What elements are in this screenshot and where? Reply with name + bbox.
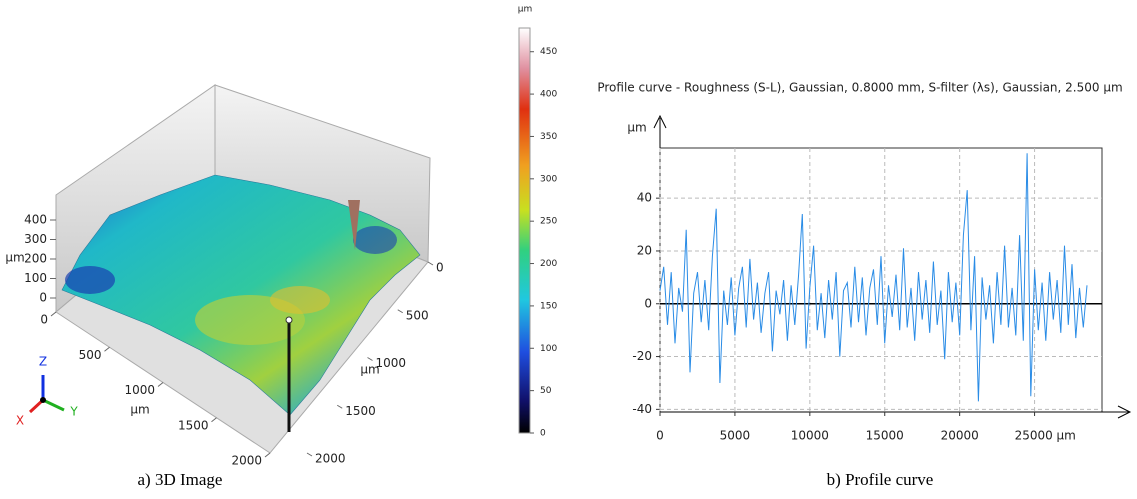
colorbar-tick-label: 200 [540,259,557,269]
x-tick-label: 5000 [720,429,751,443]
surface-plot [28,27,531,454]
caption: b) Profile curve [827,470,934,489]
x-tick-label: 2000 [231,454,262,468]
colorbar-tick-label: 50 [540,386,552,396]
chart-title: Profile curve - Roughness (S-L), Gaussia… [597,81,1122,95]
x-tick-label: 0 [656,429,664,443]
surface [61,174,421,416]
x-tick-label: 25000 µm [1015,429,1076,443]
y-tick-label: 0 [644,296,652,310]
x-tick-label: 15000 [866,429,904,443]
y-tick-label: 1000 [376,356,407,370]
x-tick-label: 1500 [178,418,209,432]
caption: a) 3D Image [138,470,223,489]
x-tick [211,417,217,423]
x-axis-label: µm [130,403,149,417]
triad-label: Z [39,355,47,369]
y-tick-label: 1500 [345,404,376,418]
y-tick-label: -20 [632,349,652,363]
surface-patch [65,266,115,294]
colorbar-tick-label: 250 [540,217,557,227]
colorbar-label: µm [518,5,533,15]
colorbar-tick-label: 300 [540,174,557,184]
z-tick-label: 100 [24,271,47,285]
triad-origin [40,397,46,403]
x-tick-label: 1000 [124,383,155,397]
x-tick-label: 20000 [941,429,979,443]
profile-plot [653,114,1132,419]
x-tick [104,346,110,352]
y-axis-label: µm [627,121,646,135]
x-tick-label: 10000 [791,429,829,443]
y-tick-label: 500 [406,308,429,322]
colorbar-tick-label: 150 [540,301,557,311]
colorbar-tick-label: 400 [540,90,557,100]
y-tick-label: 0 [436,261,444,275]
surface-patch [353,226,397,254]
colorbar-tick-label: 100 [540,344,557,354]
y-tick [427,261,434,266]
colorbar-tick-label: 350 [540,132,557,142]
triad-label: X [16,414,24,428]
y-tick-label: 40 [637,191,652,205]
y-tick-label: 2000 [315,452,346,466]
x-tick [264,452,271,458]
surface-spike [348,200,360,250]
x-tick [157,382,164,387]
colorbar [518,27,531,434]
z-tick-label: 0 [39,291,47,305]
y-tick [397,309,404,314]
z-tick-label: 200 [24,252,47,266]
colorbar-tick-label: 450 [540,47,557,57]
z-tick-label: 400 [24,213,47,227]
y-tick [367,357,373,361]
probe-tip [285,316,293,324]
y-tick [336,404,343,409]
x-arrow-head [1117,405,1132,419]
y-axis-label: µm [360,363,379,377]
x-tick-label: 500 [79,348,102,362]
y-tick-label: -40 [632,402,652,416]
z-axis-label: µm [5,251,24,265]
surface-patch [270,286,330,314]
y-tick [306,452,313,457]
y-tick-label: 20 [637,243,652,257]
series-line [659,153,1088,402]
y-arrow-head [653,114,667,129]
triad-label: Y [69,405,78,419]
x-tick [50,311,57,317]
triad-y [42,398,65,412]
x-tick-label: 0 [40,313,48,327]
z-tick-label: 300 [24,232,47,246]
colorbar-tick-label: 0 [540,429,546,439]
